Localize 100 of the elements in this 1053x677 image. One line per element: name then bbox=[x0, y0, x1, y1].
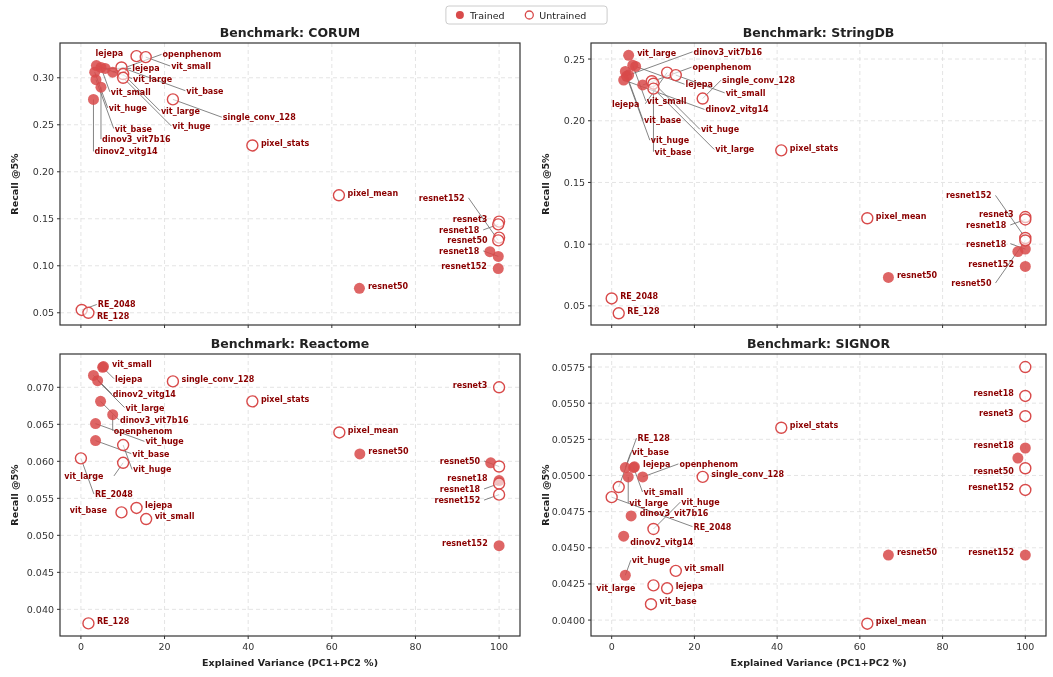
annotation: vit_huge bbox=[631, 556, 671, 566]
x-tick-label: 100 bbox=[1016, 641, 1035, 652]
annotation: openphenom bbox=[692, 63, 752, 73]
annotation: lejepa bbox=[642, 460, 671, 470]
annotation: lejepa bbox=[685, 80, 714, 90]
chart-title: Benchmark: StringDB bbox=[742, 25, 895, 40]
y-tick-label: 0.040 bbox=[26, 603, 54, 615]
legend-label: Trained bbox=[468, 9, 505, 21]
y-tick-label: 0.050 bbox=[26, 529, 54, 541]
y-tick-label: 0.25 bbox=[32, 119, 54, 131]
x-tick-label: 0 bbox=[77, 641, 84, 652]
annotation: resnet18 bbox=[973, 441, 1015, 451]
y-tick-label: 0.0475 bbox=[551, 506, 585, 518]
annotation: resnet152 bbox=[968, 259, 1014, 269]
y-tick-label: 0.045 bbox=[26, 566, 54, 578]
y-axis-title: Recall @5% bbox=[9, 463, 20, 526]
annotation: vit_huge bbox=[700, 125, 740, 135]
y-tick-label: 0.0500 bbox=[551, 469, 585, 481]
annotation: RE_128 bbox=[627, 306, 660, 316]
annotation: vit_base bbox=[644, 116, 682, 126]
annotation: pixel_stats bbox=[260, 394, 310, 404]
y-tick-label: 0.0525 bbox=[551, 433, 585, 445]
y-tick-label: 0.0575 bbox=[551, 361, 585, 373]
annotation: vit_large bbox=[160, 106, 201, 116]
y-tick-label: 0.060 bbox=[26, 455, 54, 467]
annotation: resnet50 bbox=[896, 270, 938, 280]
annotation: resnet50 bbox=[439, 457, 481, 467]
annotation: vit_small bbox=[646, 96, 687, 106]
annotation: RE_128 bbox=[637, 434, 671, 444]
annotation: lejepa bbox=[95, 49, 124, 59]
chart-title: Benchmark: CORUM bbox=[219, 25, 361, 40]
y-tick-label: 0.065 bbox=[26, 418, 54, 430]
y-tick-label: 0.25 bbox=[563, 53, 585, 65]
x-tick-label: 40 bbox=[771, 641, 784, 652]
annotation: resnet50 bbox=[367, 281, 409, 291]
annotation: single_conv_128 bbox=[181, 374, 255, 384]
annotation: dinov3_vit7b16 bbox=[693, 47, 763, 57]
annotation: dinov2_vitg14 bbox=[112, 389, 177, 399]
annotation: vit_huge bbox=[681, 498, 721, 508]
annotation: pixel_mean bbox=[875, 616, 927, 626]
annotation: lejepa bbox=[145, 501, 173, 511]
y-tick-label: 0.15 bbox=[32, 213, 54, 225]
annotation: resnet152 bbox=[441, 261, 487, 271]
annotation: vit_base bbox=[114, 124, 153, 134]
annotation: vit_small bbox=[154, 512, 195, 522]
annotation: RE_128 bbox=[96, 616, 130, 626]
y-tick-label: 0.05 bbox=[563, 300, 585, 312]
annotation: vit_base bbox=[69, 505, 108, 515]
annotation: resnet18 bbox=[439, 485, 481, 494]
annotation: openphenom bbox=[162, 50, 222, 60]
annotation: resnet18 bbox=[966, 220, 1007, 230]
y-tick-label: 0.0400 bbox=[551, 614, 585, 626]
annotation: resnet50 bbox=[447, 236, 489, 246]
annotation: RE_2048 bbox=[693, 522, 732, 532]
y-tick-label: 0.0550 bbox=[551, 397, 585, 409]
y-tick-label: 0.15 bbox=[563, 176, 585, 188]
annotation: openphenom bbox=[113, 426, 173, 436]
annotation: vit_large bbox=[133, 74, 173, 84]
annotation: vit_base bbox=[654, 147, 693, 157]
annotation: lejepa bbox=[611, 99, 640, 109]
chart-title: Benchmark: Reactome bbox=[210, 336, 370, 351]
annotation: dinov2_vitg14 bbox=[705, 105, 770, 115]
y-tick-label: 0.070 bbox=[26, 381, 54, 393]
annotation: resnet18 bbox=[439, 225, 480, 235]
x-tick-label: 0 bbox=[608, 641, 615, 652]
annotation: dinov3_vit7b16 bbox=[119, 415, 190, 425]
annotation: vit_small bbox=[684, 564, 725, 574]
annotation: vit_base bbox=[631, 448, 670, 458]
x-tick-label: 20 bbox=[158, 641, 171, 652]
annotation: dinov2_vitg14 bbox=[94, 147, 158, 157]
annotation: single_conv_128 bbox=[222, 113, 297, 123]
annotation: vit_huge bbox=[133, 465, 172, 475]
annotation: resnet152 bbox=[968, 548, 1014, 558]
annotation: dinov3_vit7b16 bbox=[101, 135, 172, 145]
annotation: openphenom bbox=[679, 459, 739, 469]
annotation: pixel_stats bbox=[789, 421, 839, 431]
x-tick-label: 60 bbox=[325, 641, 338, 652]
annotation: resnet3 bbox=[452, 380, 488, 390]
y-axis-title: Recall @5% bbox=[540, 152, 551, 215]
x-axis-title: Explained Variance (PC1+PC2 %) bbox=[730, 657, 907, 668]
x-tick-label: 100 bbox=[490, 641, 509, 652]
annotation: vit_small bbox=[171, 61, 212, 71]
annotation: single_conv_128 bbox=[722, 76, 796, 86]
annotation: resnet18 bbox=[439, 246, 480, 256]
annotation: vit_large bbox=[596, 584, 636, 594]
annotation: pixel_mean bbox=[347, 188, 399, 198]
annotation: resnet50 bbox=[896, 548, 938, 558]
x-tick-label: 20 bbox=[688, 641, 701, 652]
annotation: resnet50 bbox=[368, 447, 409, 457]
annotation: vit_base bbox=[659, 597, 698, 607]
annotation: vit_large bbox=[637, 48, 677, 58]
annotation: resnet152 bbox=[968, 483, 1014, 493]
annotation: lejepa bbox=[114, 374, 143, 384]
x-tick-label: 80 bbox=[409, 641, 422, 652]
annotation: vit_base bbox=[132, 449, 170, 459]
annotation: pixel_stats bbox=[789, 143, 839, 153]
y-tick-label: 0.20 bbox=[32, 166, 54, 178]
annotation: vit_large bbox=[629, 498, 669, 508]
annotation: dinov3_vit7b16 bbox=[639, 509, 709, 519]
annotation: resnet3 bbox=[979, 210, 1014, 220]
